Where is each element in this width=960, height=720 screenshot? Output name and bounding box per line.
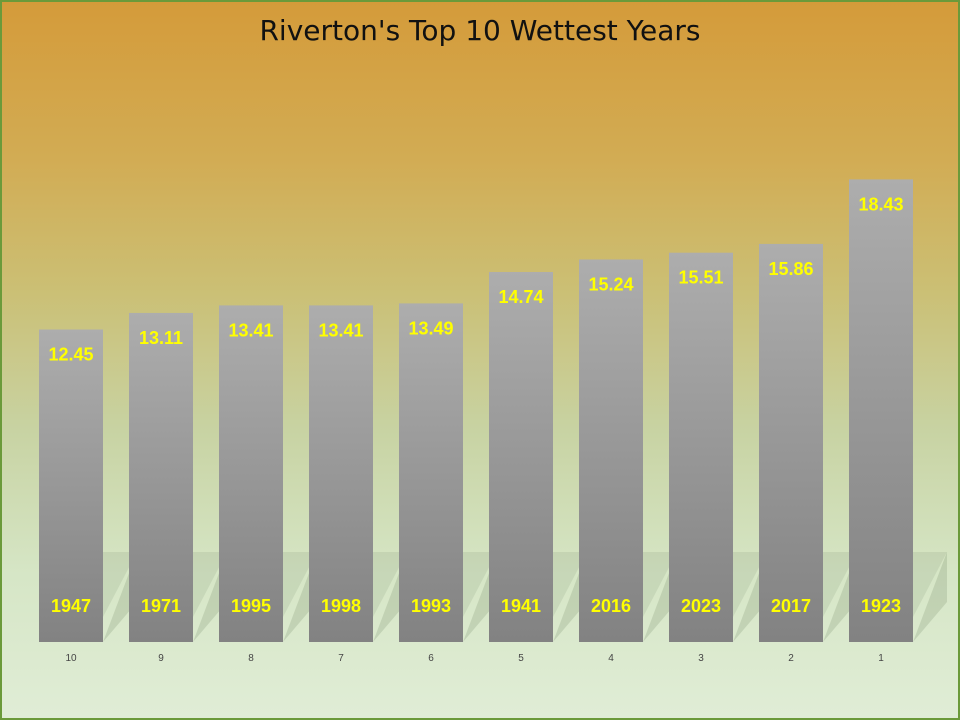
value-label: 15.86 (768, 259, 813, 279)
bar (579, 259, 643, 642)
value-label: 13.49 (408, 318, 453, 338)
year-label: 1947 (51, 596, 91, 616)
x-tick-label: 10 (65, 653, 77, 664)
bar-shadow (643, 552, 677, 642)
bar-shadow (823, 552, 857, 642)
year-label: 1995 (231, 596, 271, 616)
year-label: 1941 (501, 596, 541, 616)
bar (489, 272, 553, 642)
bar (399, 303, 463, 642)
value-label: 14.74 (498, 287, 543, 307)
bar (759, 243, 823, 642)
bar-shadow (463, 552, 497, 642)
bar (849, 179, 913, 643)
value-label: 13.41 (228, 320, 273, 340)
bar (129, 312, 193, 642)
value-label: 15.51 (678, 268, 723, 288)
bar-shadow (733, 552, 767, 642)
x-tick-label: 8 (248, 653, 254, 664)
value-label: 12.45 (48, 345, 93, 365)
value-label: 18.43 (858, 194, 903, 214)
x-tick-label: 3 (698, 653, 704, 664)
year-label: 1971 (141, 596, 181, 616)
year-label: 2023 (681, 596, 721, 616)
year-label: 1923 (861, 596, 901, 616)
year-label: 1993 (411, 596, 451, 616)
x-tick-label: 9 (158, 653, 164, 664)
year-label: 2016 (591, 596, 631, 616)
chart-title: Riverton's Top 10 Wettest Years (259, 14, 701, 47)
bar (219, 305, 283, 642)
bar-shadow (913, 552, 947, 642)
x-tick-label: 7 (338, 653, 344, 664)
x-tick-label: 2 (788, 653, 794, 664)
x-tick-label: 6 (428, 653, 434, 664)
bar (309, 305, 373, 642)
value-label: 13.11 (139, 328, 183, 348)
bar-shadow (193, 552, 227, 642)
bar-shadow (373, 552, 407, 642)
bar-series (39, 179, 913, 643)
bar-shadow (283, 552, 317, 642)
bar-labels: 12.45 1947 10 13.11 1971 9 13.41 1995 8 13.41 1998… (48, 194, 903, 664)
value-label: 15.24 (588, 274, 633, 294)
x-tick-label: 1 (878, 653, 884, 664)
bar-shadow (553, 552, 587, 642)
bar (669, 252, 733, 642)
value-label: 13.41 (318, 320, 363, 340)
bar-shadow (103, 552, 137, 642)
year-label: 1998 (321, 596, 361, 616)
bar (39, 329, 103, 642)
x-tick-label: 4 (608, 653, 614, 664)
x-tick-label: 5 (518, 653, 524, 664)
year-label: 2017 (771, 596, 811, 616)
